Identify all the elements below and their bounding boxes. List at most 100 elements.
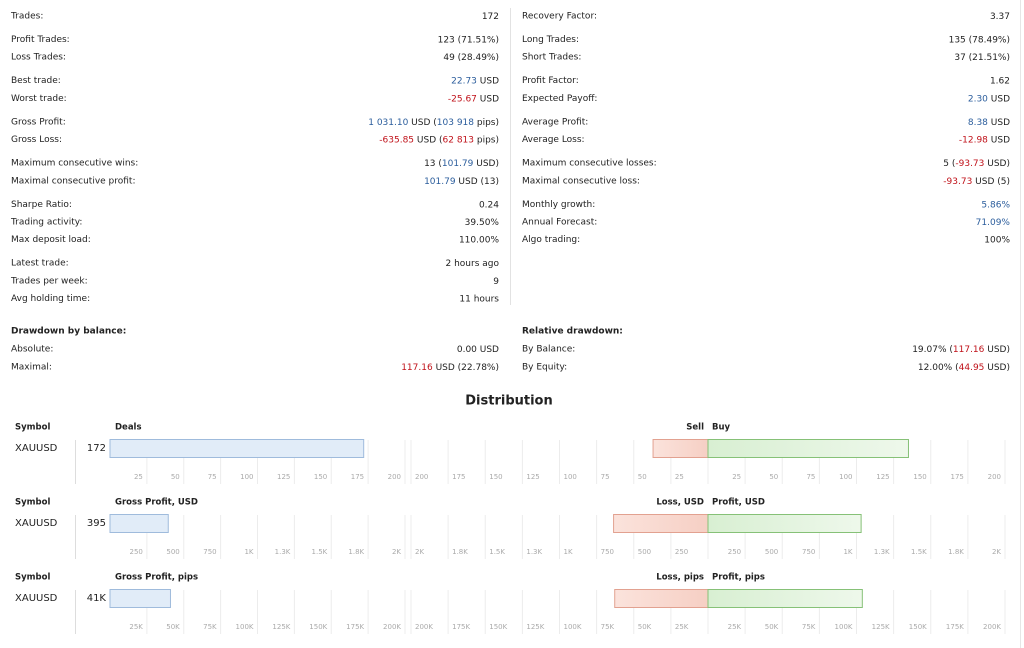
value-part: -12.98 [959,135,988,145]
value-part: 19.07% ( [912,345,953,355]
tick-label: 750 [601,548,614,556]
stat-value: 12.00% (44.95 USD) [918,363,1010,373]
tick-label: 1K [564,548,573,556]
stat-value: 5.86% [981,200,1010,210]
symbol-header: Symbol [15,573,50,583]
tick-label: 125K [526,623,544,631]
panel-title: Sell [686,423,704,433]
tick-label: 175K [346,623,364,631]
tick-label: 200 [415,473,428,481]
tick-label: 1.3K [275,548,291,556]
value-part: USD) [984,159,1010,169]
value-part: 2 hours ago [446,259,500,269]
stat-label: Max deposit load: [11,235,91,245]
tick-label: 500 [765,548,778,556]
bar-positive [707,439,909,458]
tick-label: 250 [130,548,143,556]
stat-label: Algo trading: [522,235,580,245]
stat-value: 2 hours ago [446,259,500,269]
stat-label: Maximal: [11,363,52,373]
value-part: 37 (21.51%) [954,53,1010,63]
stat-label: Long Trades: [522,35,579,45]
stat-label: Trades: [10,12,43,22]
tick-label: 200 [988,473,1001,481]
tick-label: 2K [992,548,1001,556]
stat-label: Average Loss: [522,135,585,145]
count-label: 395 [87,518,106,529]
tick-label: 1.5K [911,548,927,556]
value-part: 117.16 [401,363,433,373]
value-part: USD ( [408,117,436,127]
value-part: 11 hours [459,294,499,304]
stat-label: Gross Loss: [11,135,62,145]
tick-label: 150K [909,623,927,631]
tick-label: 1.8K [948,548,964,556]
bar-negative [613,514,709,533]
value-part: -93.73 [955,159,984,169]
tick-label: 150K [489,623,507,631]
value-part: USD [988,135,1010,145]
stat-value: 100% [984,235,1010,245]
stat-label: Maximum consecutive losses: [522,159,657,169]
value-part: 5 ( [943,159,955,169]
tick-label: 125K [272,623,290,631]
panel-title: Profit, pips [712,573,765,583]
tick-label: 150 [314,473,327,481]
stat-label: Loss Trades: [11,53,66,63]
value-part: 117.16 [953,345,985,355]
stat-value: 123 (71.51%) [438,35,499,45]
count-label: 172 [87,443,106,454]
stat-value: 37 (21.51%) [954,53,1010,63]
tick-label: 1.8K [348,548,364,556]
value-part: USD ( [414,135,442,145]
bar-negative [652,439,709,458]
bar [109,439,365,458]
tick-label: 1K [244,548,253,556]
tick-label: 50 [171,473,180,481]
stat-label: Profit Factor: [522,76,579,86]
stat-value: 19.07% (117.16 USD) [912,345,1010,355]
stat-label: Short Trades: [522,53,581,63]
stat-label: Best trade: [11,76,61,86]
tick-label: 150 [489,473,502,481]
tick-label: 50 [638,473,647,481]
tick-label: 25K [129,623,143,631]
tick-label: 175K [452,623,470,631]
stat-value: 1 031.10 USD (103 918 pips) [368,117,499,127]
stat-label: By Equity: [522,363,567,373]
value-part: 0.24 [479,200,499,210]
tick-label: 100K [236,623,254,631]
tick-label: 50K [765,623,779,631]
stat-label: Monthly growth: [522,200,595,210]
section-heading: Drawdown by balance: [11,327,126,337]
tick-label: 125 [277,473,290,481]
stat-label: Sharpe Ratio: [11,200,72,210]
stat-value: 117.16 USD (22.78%) [401,363,499,373]
value-part: 1.62 [990,76,1010,86]
tick-label: 150K [309,623,327,631]
value-part: USD (13) [456,176,499,186]
stat-value: 3.37 [990,12,1010,22]
value-part: 123 (71.51%) [438,35,499,45]
tick-label: 50K [166,623,180,631]
stat-value: 135 (78.49%) [949,35,1010,45]
bar [109,514,169,533]
tick-label: 100 [240,473,253,481]
bar-positive [707,589,863,608]
panel-title: Buy [712,423,731,433]
stat-label: Absolute: [11,345,53,355]
tick-label: 175 [351,473,364,481]
stat-value: 2.30 USD [968,94,1010,104]
stat-label: Trades per week: [10,276,88,286]
tick-label: 750 [203,548,216,556]
stat-label: Worst trade: [11,94,67,104]
tick-label: 250 [728,548,741,556]
stat-label: Avg holding time: [11,294,90,304]
tick-label: 200K [415,623,433,631]
count-label: 41K [87,593,107,604]
panel-title: Gross Profit, USD [115,498,198,508]
value-part: 13 ( [424,159,442,169]
tick-label: 125 [876,473,889,481]
value-part: USD (5) [972,176,1010,186]
tick-label: 100K [564,623,582,631]
